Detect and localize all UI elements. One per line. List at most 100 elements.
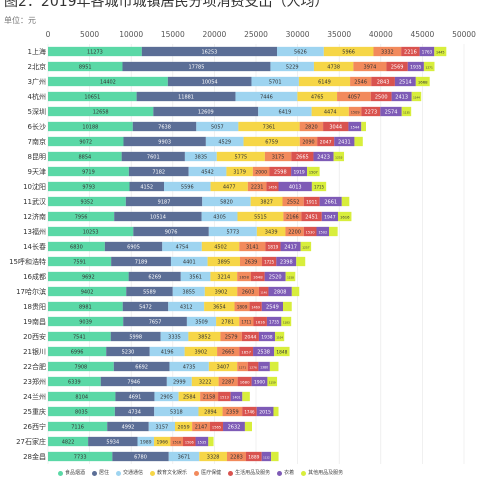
- legend-swatch: [301, 470, 307, 476]
- bar-segment: [370, 91, 392, 102]
- data-label: 4305: [213, 214, 226, 220]
- bar-segment: [313, 61, 354, 72]
- legend-item[interactable]: 教育文化娱乐: [150, 468, 187, 478]
- bar-segment: [251, 376, 268, 387]
- bar-segment: [280, 241, 301, 252]
- legend-swatch: [92, 470, 98, 476]
- data-label: 1809: [237, 304, 248, 309]
- bar-segment: [137, 436, 155, 447]
- bar-segment: [122, 61, 271, 72]
- bar-segment: [256, 226, 286, 237]
- legend-item[interactable]: 交通通信: [116, 468, 143, 478]
- category-label: 27石家庄: [16, 437, 46, 446]
- data-label: 2584: [183, 394, 196, 400]
- legend-item[interactable]: 衣着: [277, 468, 294, 478]
- bar-segment: [154, 436, 171, 447]
- data-label: 9076: [165, 229, 178, 235]
- x-tick-label: 40000: [369, 30, 393, 39]
- bar-segment: [285, 226, 304, 237]
- bar-segment: [264, 271, 286, 282]
- data-label: 5820: [220, 199, 233, 205]
- data-label: 4152: [140, 184, 153, 190]
- bar-segment: [401, 46, 420, 57]
- bar-segment: [201, 241, 240, 252]
- legend-item[interactable]: 医疗保健: [194, 468, 221, 478]
- data-label: 1159: [269, 380, 276, 384]
- data-label: 7446: [260, 94, 273, 100]
- bar-segment: [48, 316, 124, 327]
- data-label: 1469: [251, 305, 260, 309]
- bar-segment: [234, 301, 250, 312]
- bar-segment: [133, 226, 209, 237]
- data-label: 2514: [399, 79, 412, 85]
- data-label: 7541: [73, 334, 86, 340]
- bar-segment: [200, 391, 219, 402]
- data-label: 4477: [223, 184, 236, 190]
- data-label: 1889: [248, 454, 259, 460]
- data-label: 1911: [306, 199, 317, 205]
- data-label: 2843: [377, 79, 390, 85]
- bar-segment: [291, 151, 314, 162]
- bar-segment: [48, 301, 123, 312]
- legend-item[interactable]: 居住: [92, 468, 109, 478]
- data-label: 1456: [268, 185, 277, 189]
- bar-segment: [419, 46, 435, 57]
- data-label: 2894: [204, 409, 217, 415]
- bar-segment: [323, 46, 374, 57]
- data-label: 3509: [195, 319, 208, 325]
- data-label: 3044: [329, 124, 342, 130]
- legend-label: 其他用品及服务: [308, 470, 344, 476]
- legend-item[interactable]: 其他用品及服务: [301, 468, 343, 478]
- bar-segment: [100, 376, 167, 387]
- bar-segment: [264, 151, 292, 162]
- legend-item[interactable]: 生活用品及服务: [228, 468, 270, 478]
- data-label: 1513: [220, 395, 229, 399]
- bar-segment: [184, 151, 217, 162]
- bar-segment: [48, 331, 111, 342]
- bar-segment: [209, 421, 224, 432]
- bar-segment: [266, 181, 279, 192]
- bar-segment: [169, 361, 209, 372]
- data-label: 1763: [422, 49, 433, 54]
- data-label: 12609: [198, 109, 214, 115]
- data-label: 5589: [143, 289, 156, 295]
- bar-segment: [239, 346, 254, 357]
- x-tick-label: 5000: [80, 30, 99, 39]
- chart-title: 图2：2019年各城市城镇居民分项消费支出（人均）: [4, 0, 329, 10]
- data-label: 1257: [302, 245, 310, 249]
- data-label: 2423: [317, 154, 330, 160]
- data-label: 6149: [318, 79, 331, 85]
- data-label: 2200: [288, 229, 301, 235]
- bar-segment: [48, 256, 112, 267]
- bar-segment: [281, 316, 292, 327]
- bar-segment: [204, 301, 235, 312]
- data-label: 7116: [71, 424, 84, 430]
- data-label: 1445: [436, 50, 444, 54]
- data-label: 5318: [170, 409, 183, 415]
- legend-item[interactable]: 食品烟酒: [58, 468, 85, 478]
- data-label: 5472: [139, 304, 152, 310]
- data-label: 2538: [257, 349, 270, 355]
- bar-segment: [411, 91, 422, 102]
- bar-segment: [192, 421, 210, 432]
- data-label: 7956: [75, 214, 88, 220]
- data-label: 2569: [391, 64, 404, 70]
- category-label: 3广州: [28, 77, 46, 86]
- bar-segment: [149, 346, 185, 357]
- bar-segment: [303, 226, 317, 237]
- category-label: 26西宁: [23, 422, 46, 431]
- data-label: 3855: [182, 289, 195, 295]
- data-label: 1947: [324, 214, 336, 220]
- category-label: 10沈阳: [23, 182, 46, 191]
- data-label: 7189: [135, 259, 148, 265]
- bar-segment: [258, 106, 312, 117]
- legend-label: 衣着: [284, 470, 295, 476]
- data-label: 3561: [189, 274, 202, 280]
- category-label: 8昆明: [28, 153, 46, 161]
- bar-segment: [311, 181, 327, 192]
- bar-segment: [48, 421, 108, 432]
- bar-segment: [136, 91, 236, 102]
- bar-segment: [251, 76, 299, 87]
- data-label: 7638: [158, 124, 171, 130]
- data-label: 5773: [226, 229, 239, 235]
